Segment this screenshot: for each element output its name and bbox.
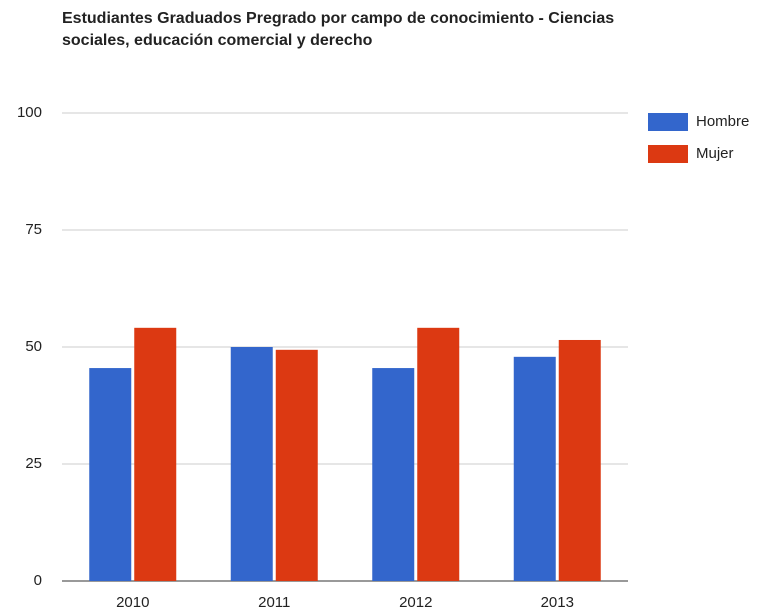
legend-label: Hombre bbox=[696, 113, 749, 130]
bar bbox=[134, 327, 177, 581]
legend-swatch bbox=[648, 113, 688, 131]
x-tick-label: 2010 bbox=[116, 594, 149, 611]
x-tick-label: 2011 bbox=[258, 594, 290, 611]
bar bbox=[558, 339, 601, 581]
legend-swatch bbox=[648, 145, 688, 163]
y-tick-label: 0 bbox=[34, 572, 42, 589]
bar bbox=[513, 356, 556, 581]
x-tick-label: 2013 bbox=[541, 594, 574, 611]
y-tick-label: 25 bbox=[25, 455, 42, 472]
bar bbox=[372, 368, 415, 581]
x-tick-label: 2012 bbox=[399, 594, 432, 611]
bar bbox=[275, 349, 318, 581]
chart-title: Estudiantes Graduados Pregrado por campo… bbox=[62, 10, 615, 49]
y-tick-label: 75 bbox=[25, 221, 42, 238]
bar bbox=[89, 368, 132, 581]
y-tick-label: 50 bbox=[25, 338, 42, 355]
y-tick-label: 100 bbox=[17, 104, 42, 121]
legend-label: Mujer bbox=[696, 145, 734, 162]
bar bbox=[417, 327, 460, 581]
bar bbox=[230, 347, 273, 581]
